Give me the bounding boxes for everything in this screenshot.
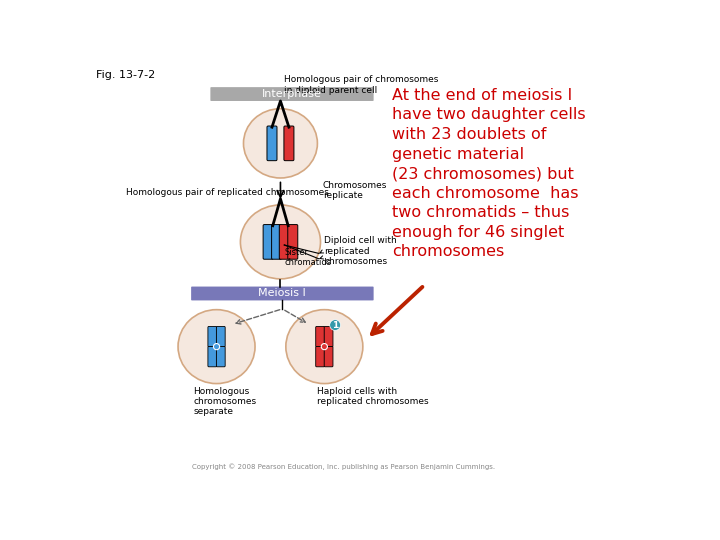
Text: Chromosomes
replicate: Chromosomes replicate [323,181,387,200]
Ellipse shape [243,109,318,178]
Text: 1: 1 [332,321,338,329]
Ellipse shape [178,309,255,383]
Circle shape [330,320,341,330]
Text: Haploid cells with
replicated chromosomes: Haploid cells with replicated chromosome… [317,387,428,406]
FancyBboxPatch shape [263,225,273,259]
Text: Diploid cell with
replicated
chromosomes: Diploid cell with replicated chromosomes [324,236,397,266]
Ellipse shape [240,205,320,279]
Text: Interphase: Interphase [262,89,322,99]
FancyBboxPatch shape [208,327,217,347]
FancyBboxPatch shape [324,327,333,347]
Text: At the end of meiosis I
have two daughter cells
with 23 doublets of
genetic mate: At the end of meiosis I have two daughte… [392,88,586,259]
FancyBboxPatch shape [271,225,282,259]
FancyBboxPatch shape [284,126,294,161]
FancyBboxPatch shape [267,126,277,161]
FancyBboxPatch shape [217,347,225,367]
Circle shape [213,343,220,350]
FancyBboxPatch shape [208,347,217,367]
Ellipse shape [286,309,363,383]
FancyBboxPatch shape [210,87,374,101]
FancyBboxPatch shape [315,347,325,367]
Text: Fig. 13-7-2: Fig. 13-7-2 [96,70,155,80]
Text: Homologous
chromosomes
separate: Homologous chromosomes separate [194,387,256,416]
Text: Homologous pair of chromosomes
in diploid parent cell: Homologous pair of chromosomes in diploi… [284,76,438,95]
Text: Sister
chromatids: Sister chromatids [284,248,331,267]
FancyBboxPatch shape [279,225,289,259]
FancyBboxPatch shape [315,327,325,347]
FancyBboxPatch shape [324,347,333,367]
Text: Copyright © 2008 Pearson Education, Inc. publishing as Pearson Benjamin Cummings: Copyright © 2008 Pearson Education, Inc.… [192,463,495,470]
FancyBboxPatch shape [288,225,298,259]
FancyBboxPatch shape [191,287,374,300]
Circle shape [321,343,328,350]
FancyBboxPatch shape [217,327,225,347]
Text: Meiosis I: Meiosis I [258,288,306,298]
Text: Homologous pair of replicated chromosomes: Homologous pair of replicated chromosome… [127,188,329,197]
